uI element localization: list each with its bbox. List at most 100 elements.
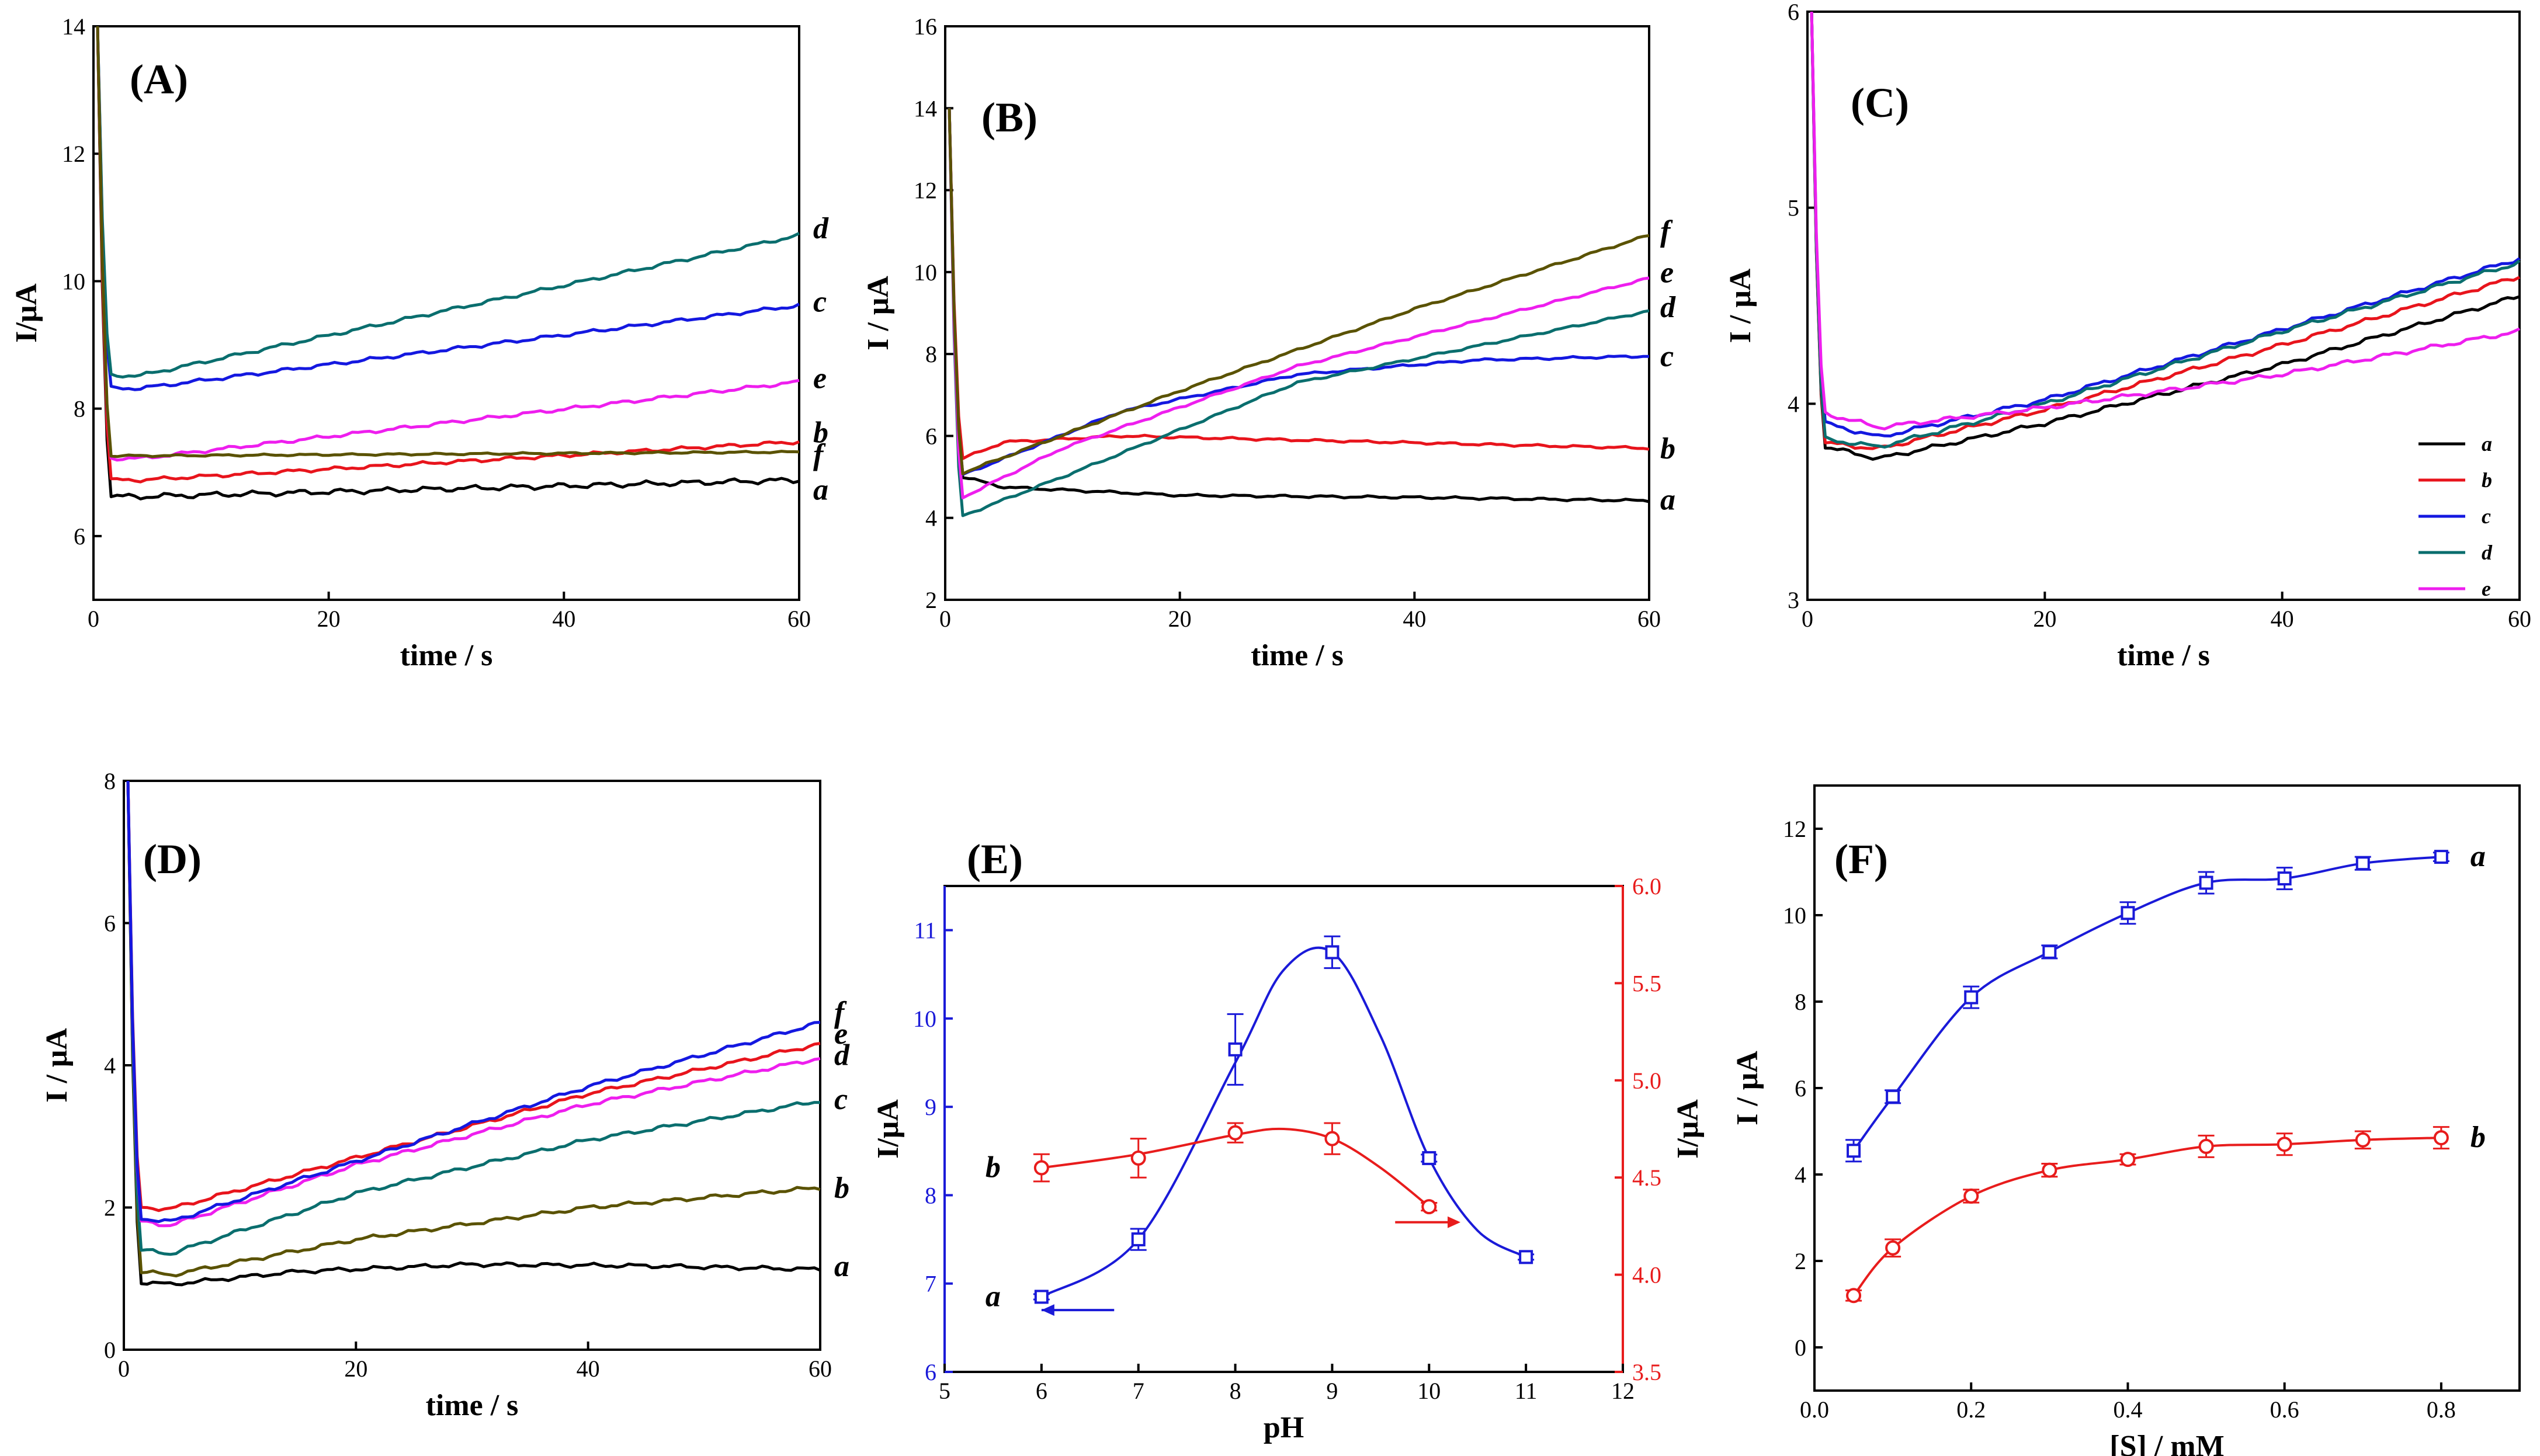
- x-tick-label: 20: [1168, 606, 1192, 632]
- series-b-line: [948, 108, 1650, 460]
- x-tick-label: 0: [88, 606, 99, 632]
- y-tick-label: 10: [1783, 902, 1806, 929]
- y-tick-label: 14: [914, 95, 937, 121]
- series-d-line: [96, 26, 800, 379]
- plot-frame: [92, 25, 800, 601]
- curve-label-a: a: [813, 474, 828, 507]
- x-axis-title: time / s: [400, 639, 493, 672]
- series-f-line: [948, 108, 1650, 476]
- series-e-line: [948, 108, 1650, 499]
- x-tick-label: 8: [1230, 1378, 1241, 1404]
- curve-label-c: c: [1660, 340, 1674, 373]
- series-c-line: [126, 780, 821, 1256]
- series-f-line: [96, 26, 800, 458]
- curve-label-b: b: [834, 1172, 849, 1205]
- x-axis-title: [S] / mM: [2109, 1430, 2224, 1456]
- curve-label-e: e: [1660, 256, 1674, 289]
- data-point: [1847, 1144, 1861, 1158]
- series-e-line: [96, 26, 800, 462]
- series-e-line: [126, 780, 821, 1212]
- y-tick-label: 8: [1795, 989, 1806, 1015]
- data-point: [1886, 1089, 1900, 1104]
- data-point: [1964, 990, 1979, 1005]
- x-tick-label: 11: [1515, 1378, 1538, 1404]
- y-tick-label: 12: [1783, 816, 1806, 842]
- y-right-tick-label: 3.5: [1632, 1359, 1661, 1385]
- x-tick-label: 0: [939, 606, 951, 632]
- x-tick-label: 20: [344, 1356, 367, 1382]
- y-tick-label: 5: [1788, 195, 1799, 221]
- y-tick-label: 4: [925, 505, 937, 531]
- curve-label-f: f: [834, 996, 847, 1029]
- x-tick-label: 0.6: [2270, 1396, 2299, 1423]
- series-b-line: [126, 780, 821, 1278]
- y-axis-title: I/μA: [10, 283, 43, 343]
- x-axis-title: time / s: [1251, 639, 1344, 672]
- y-tick-label: 10: [62, 268, 85, 294]
- data-point: [2434, 850, 2448, 864]
- data-point: [2199, 875, 2213, 890]
- panel-label: (A): [130, 56, 188, 103]
- data-point: [1034, 1290, 1049, 1304]
- data-point: [1325, 945, 1340, 960]
- x-tick-label: 10: [1417, 1378, 1441, 1404]
- curve-label-f: f: [1660, 215, 1673, 248]
- panel-e: 5 6 7 8 9 10 11 12678910113.54.04.55.05.56.0pHI…: [872, 836, 1705, 1444]
- y-tick-label: 6: [925, 423, 937, 449]
- panel-f: 0.0 0.2 0.4 0.6 0.8 0 2 4 6 8 10 12 [S] / mM I / μA (F…: [1731, 784, 2521, 1456]
- data-point: [2121, 906, 2135, 920]
- x-tick-label: 6: [1036, 1378, 1047, 1404]
- x-tick-label: 60: [809, 1356, 832, 1382]
- y-tick-label: 12: [914, 178, 937, 204]
- legend-label-c: c: [2482, 505, 2491, 528]
- series-a-line: [948, 108, 1650, 503]
- y-axis-title: I / μA: [862, 276, 895, 350]
- x-tick-label: 40: [2271, 606, 2294, 632]
- x-tick-label: 9: [1326, 1378, 1338, 1404]
- y-tick-label: 0: [1795, 1335, 1806, 1361]
- series-b-line: [1810, 11, 2521, 450]
- x-tick-label: 0: [1802, 606, 1813, 632]
- data-point: [1131, 1232, 1146, 1247]
- plot-frame: [1813, 784, 2521, 1392]
- data-point: [1422, 1151, 1436, 1165]
- y-right-axis-title: I/μA: [1671, 1099, 1705, 1159]
- x-tick-label: 0.0: [1800, 1396, 1829, 1423]
- x-tick-label: 40: [577, 1356, 600, 1382]
- data-point: [2277, 1137, 2292, 1152]
- x-tick-label: 0: [118, 1356, 130, 1382]
- data-point: [2042, 944, 2057, 959]
- y-right-tick-label: 4.0: [1632, 1262, 1661, 1288]
- series-f-line: [126, 780, 821, 1224]
- y-left-tick-label: 11: [914, 918, 936, 944]
- y-tick-label: 6: [104, 911, 116, 937]
- y-tick-label: 3: [1788, 587, 1799, 613]
- data-point: [1519, 1250, 1533, 1264]
- series-d-line: [126, 780, 821, 1228]
- x-tick-label: 20: [317, 606, 341, 632]
- curve-label-d: d: [1660, 291, 1676, 324]
- data-point: [1227, 1125, 1243, 1141]
- curve-label-c: c: [834, 1083, 848, 1116]
- curve-label-d: d: [834, 1038, 850, 1072]
- panel-a: 0 20 40 60 6 8 10 12 14 time / s I/μA (A) ab c d e f: [10, 13, 829, 672]
- data-point: [2277, 871, 2292, 886]
- y-tick-label: 10: [914, 259, 937, 286]
- series-a-line: [1810, 11, 2520, 461]
- series-a-fit: [1040, 946, 1527, 1298]
- x-tick-label: 5: [939, 1378, 950, 1404]
- y-left-tick-label: 7: [925, 1271, 936, 1297]
- series-d-line: [948, 108, 1650, 517]
- x-tick-label: 0.8: [2427, 1396, 2456, 1423]
- x-tick-label: 60: [1637, 606, 1661, 632]
- x-tick-label: 0.2: [1956, 1396, 1986, 1423]
- y-tick-label: 8: [74, 396, 85, 422]
- y-tick-label: 6: [1795, 1075, 1806, 1101]
- series-c-line: [1810, 11, 2521, 437]
- plot-frame: [1806, 11, 2521, 601]
- data-point: [1885, 1240, 1901, 1256]
- plot-frame: [944, 25, 1650, 601]
- x-tick-label: 40: [1403, 606, 1426, 632]
